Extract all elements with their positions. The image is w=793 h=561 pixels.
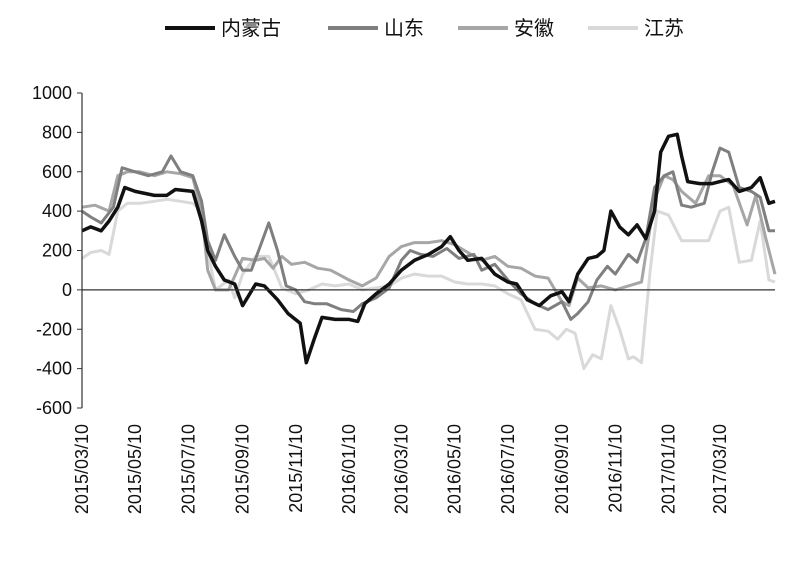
y-tick-label: 200 (42, 241, 72, 261)
x-tick-label: 2016/01/10 (339, 424, 359, 514)
x-tick-label: 2016/11/10 (605, 424, 625, 513)
x-tick-label: 2015/03/10 (72, 424, 92, 514)
legend-item: 江苏 (588, 17, 684, 40)
series-line-4 (81, 197, 776, 371)
y-tick-label: -400 (36, 359, 72, 379)
x-tick-label: 2015/05/10 (125, 424, 145, 514)
y-tick-label: -200 (36, 319, 72, 339)
legend: 内蒙古 山东 安徽 江苏 (165, 17, 684, 40)
x-tick-label: 2016/03/10 (391, 424, 411, 514)
x-tick-label: 2015/07/10 (178, 424, 198, 514)
x-tick-label: 2016/07/10 (498, 424, 518, 514)
series-line-3 (81, 170, 777, 308)
x-tick-label: 2015/09/10 (233, 424, 253, 514)
x-tick-label: 2016/09/10 (552, 424, 572, 514)
x-tick-label: 2017/01/10 (659, 424, 679, 514)
legend-label: 山东 (384, 17, 424, 40)
y-tick-label: -600 (36, 398, 72, 418)
series-line-1 (81, 132, 776, 365)
x-tick-label: 2017/03/10 (710, 424, 730, 514)
legend-item: 山东 (328, 17, 424, 40)
legend-item: 内蒙古 (165, 17, 281, 40)
plot-lines (81, 132, 777, 371)
series-line-2 (81, 146, 775, 321)
legend-item: 安徽 (458, 17, 554, 40)
legend-label: 内蒙古 (221, 17, 281, 40)
y-tick-label: 400 (42, 201, 72, 221)
y-tick-label: 600 (42, 162, 72, 182)
legend-label: 江苏 (644, 17, 684, 40)
x-tick-label: 2015/11/10 (286, 424, 306, 513)
y-tick-label: 1000 (32, 83, 72, 103)
x-tick-label: 2016/05/10 (445, 424, 465, 514)
legend-label: 安徽 (514, 17, 554, 40)
y-tick-label: 0 (62, 280, 72, 300)
y-tick-label: 800 (42, 122, 72, 142)
